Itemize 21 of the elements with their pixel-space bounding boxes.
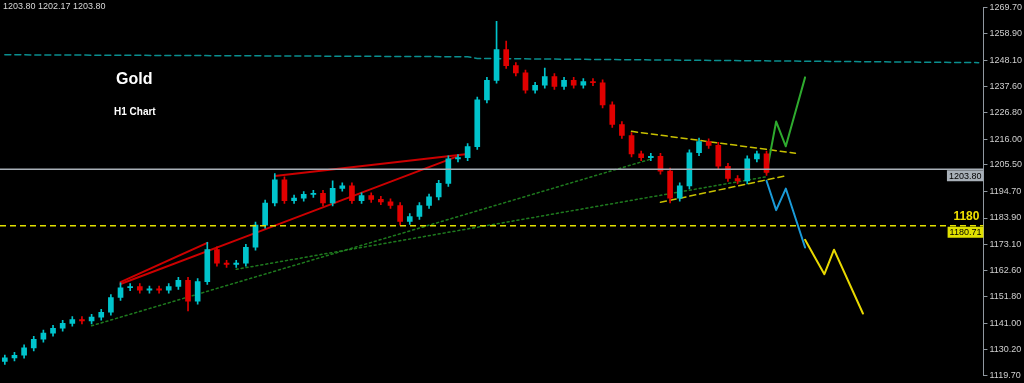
annotation: 1180 [953,209,980,224]
y-tick-label: 1141.00 [989,317,1022,328]
ref-line-label: 1203.80 [948,170,982,181]
y-tick-label: 1162.60 [989,264,1022,275]
y-tick-label: 1173.10 [989,239,1022,250]
y-tick-label: 1119.70 [989,370,1021,381]
y-tick-label: 1130.20 [989,344,1022,355]
y-tick-label: 1183.90 [989,212,1022,223]
y-tick-label: 1151.80 [989,291,1022,302]
y-tick-label: 1205.50 [989,159,1023,170]
text: Gold [116,70,153,88]
y-tick-label: 1216.00 [989,133,1023,144]
y-tick-label: 1269.70 [989,1,1023,12]
ref-line-label: 1180.71 [949,227,982,238]
y-tick-label: 1258.90 [989,28,1023,39]
y-tick-label: 1237.60 [989,80,1023,91]
annotation: 1203.80 1202.17 1203.80 [3,0,106,11]
text: H1 Chart [114,105,157,117]
y-tick-label: 1194.70 [989,185,1022,196]
y-tick-label: 1226.80 [989,107,1023,118]
y-tick-label: 1248.10 [989,54,1023,65]
